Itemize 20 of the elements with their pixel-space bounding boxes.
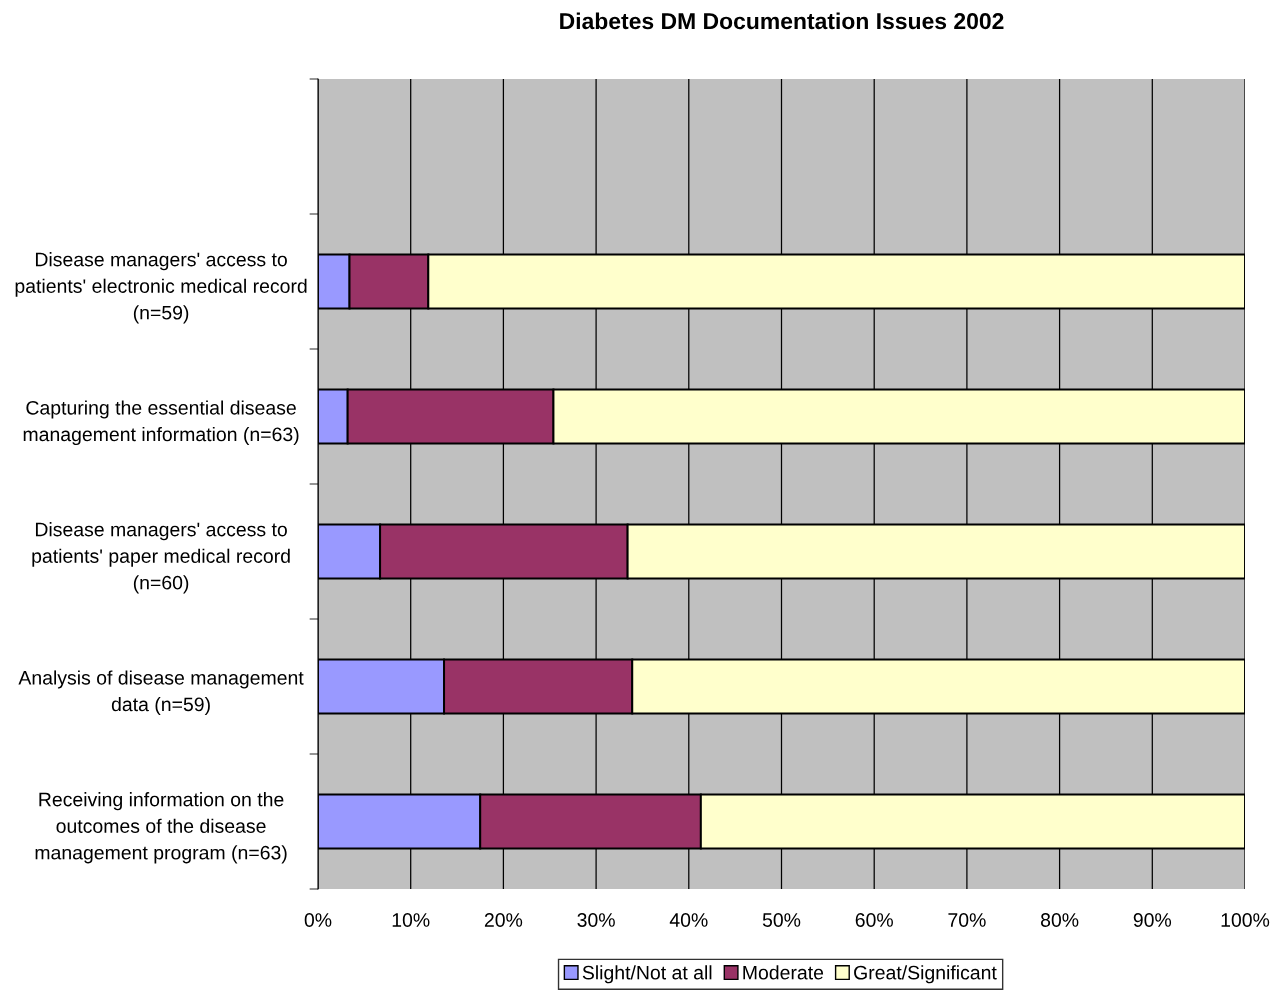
- legend-label: Great/Significant: [854, 965, 997, 984]
- x-tick-label: 30%: [577, 913, 615, 927]
- chart-title: Diabetes DM Documentation Issues 2002: [560, 12, 1004, 30]
- y-tick-label: Analysis of disease management data (n=59): [18, 670, 304, 716]
- x-tick-label: 100%: [1221, 913, 1270, 927]
- x-tick-label: 0%: [304, 913, 332, 927]
- y-tick-label: Capturing the essential disease management information (n=63): [23, 400, 299, 446]
- x-tick-label: 60%: [855, 913, 893, 927]
- y-tick-label: Disease managers' access to patients' paper medical record (n=60): [32, 522, 290, 594]
- x-tick-label: 40%: [669, 913, 708, 927]
- x-tick-label: 70%: [948, 913, 986, 927]
- x-tick-label: 50%: [762, 913, 801, 927]
- x-tick-label: 80%: [1040, 913, 1079, 927]
- x-tick-label: 20%: [484, 913, 523, 927]
- legend-label: Moderate: [743, 965, 824, 980]
- legend-label: Slight/Not at all: [582, 965, 712, 984]
- y-tick-label: Disease managers' access to patients' electronic medical record (n=59): [15, 252, 307, 324]
- y-tick-label: Receiving information on the outcomes of the disease management program (n=63): [35, 792, 287, 864]
- x-tick-label: 10%: [392, 913, 430, 927]
- x-tick-label: 90%: [1133, 913, 1172, 927]
